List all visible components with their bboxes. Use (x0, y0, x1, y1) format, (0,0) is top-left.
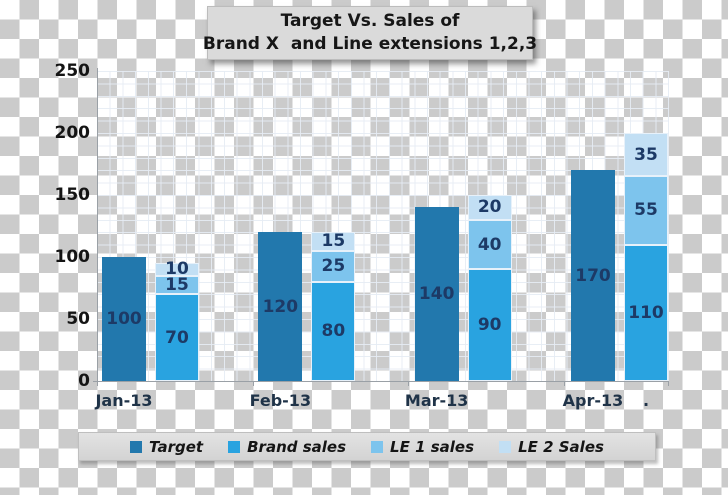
bar-target-jan-13: 100 (102, 257, 146, 381)
x-axis-tick-1 (253, 382, 254, 386)
y-axis-label-100: 100 (54, 247, 91, 267)
chart-title-line2: Brand X and Line extensions 1,2,3 (202, 34, 538, 54)
bar-le-1-sales-feb-13: 25 (311, 250, 356, 282)
data-label-le-1-sales-mar-13: 40 (477, 234, 502, 255)
data-label-target-feb-13: 120 (262, 296, 299, 317)
data-label-target-mar-13: 140 (418, 284, 455, 305)
bar-le-1-sales-mar-13: 40 (467, 219, 512, 270)
x-axis-label-jan-13: Jan-13 (95, 391, 153, 410)
data-label-le-2-sales-apr-13: 35 (634, 144, 658, 165)
bar-brand-sales-apr-13: 110 (623, 244, 668, 381)
y-axis-line (97, 68, 98, 382)
y-axis-label-0: 0 (78, 371, 90, 391)
data-label-brand-sales-jan-13: 70 (165, 327, 189, 348)
y-axis-label-250: 250 (54, 61, 91, 81)
bar-le-2-sales-jan-13: 10 (155, 259, 199, 280)
bar-target-mar-13: 140 (414, 207, 459, 381)
data-label-le-2-sales-mar-13: 20 (477, 197, 502, 218)
bar-brand-sales-jan-13: 70 (155, 294, 199, 381)
data-label-le-2-sales-jan-13: 10 (165, 259, 189, 280)
legend-item-le-1-sales: LE 1 sales (371, 438, 474, 456)
legend-label-target: Target (149, 437, 204, 456)
legend-swatch-target (130, 440, 143, 453)
legend-swatch-le-1-sales (371, 440, 384, 453)
bar-le-2-sales-feb-13: 15 (311, 231, 356, 252)
legend-swatch-brand-sales (228, 440, 241, 453)
legend-item-target: Target (130, 438, 203, 456)
x-axis-tick-end (668, 382, 669, 386)
legend-label-le-1-sales: LE 1 sales (390, 437, 475, 456)
x-axis-tick-0 (97, 382, 98, 386)
data-label-le-2-sales-feb-13: 15 (321, 231, 346, 252)
x-axis-tick-2 (408, 382, 409, 386)
bar-target-feb-13: 120 (258, 232, 303, 381)
x-axis-label-apr-13: Apr-13 (562, 391, 624, 410)
data-label-target-jan-13: 100 (106, 309, 142, 329)
data-label-brand-sales-feb-13: 80 (321, 321, 346, 342)
chart-title-line1: Target Vs. Sales of (280, 11, 460, 31)
bar-le-1-sales-jan-13: 15 (155, 274, 199, 295)
x-axis-label-mar-13: Mar-13 (404, 391, 469, 410)
legend-swatch-le-2-sales (499, 440, 512, 453)
data-label-brand-sales-apr-13: 110 (628, 302, 664, 323)
bar-brand-sales-mar-13: 90 (467, 269, 512, 381)
legend-label-brand-sales: Brand sales (247, 437, 347, 456)
data-label-brand-sales-mar-13: 90 (477, 315, 502, 336)
y-axis-label-50: 50 (66, 309, 90, 329)
legend-item-le-2-sales: LE 2 Sales (499, 438, 604, 456)
bar-le-2-sales-mar-13: 20 (467, 195, 512, 220)
y-axis-label-200: 200 (54, 123, 91, 143)
legend-label-le-2-sales: LE 2 Sales (518, 437, 604, 456)
chart-title-box: Target Vs. Sales of Brand X and Line ext… (203, 6, 537, 60)
data-label-le-1-sales-feb-13: 25 (321, 256, 346, 277)
bar-le-1-sales-apr-13: 55 (623, 176, 668, 245)
bar-target-apr-13: 170 (570, 170, 615, 381)
data-label-le-1-sales-jan-13: 15 (165, 274, 189, 295)
bar-le-2-sales-apr-13: 35 (623, 133, 668, 177)
legend-item-brand-sales: Brand sales (228, 438, 346, 456)
data-label-le-1-sales-apr-13: 55 (634, 200, 658, 221)
bar-brand-sales-feb-13: 80 (311, 281, 356, 381)
x-axis-tick-3 (564, 382, 565, 386)
x-axis-line (93, 381, 669, 382)
x-axis-label-feb-13: Feb-13 (249, 391, 312, 410)
x-axis-label-extra-dot: . (642, 391, 650, 410)
y-axis-label-150: 150 (54, 185, 91, 205)
data-label-target-apr-13: 170 (575, 265, 611, 286)
legend: Target Brand sales LE 1 sales LE 2 Sales (78, 432, 656, 461)
